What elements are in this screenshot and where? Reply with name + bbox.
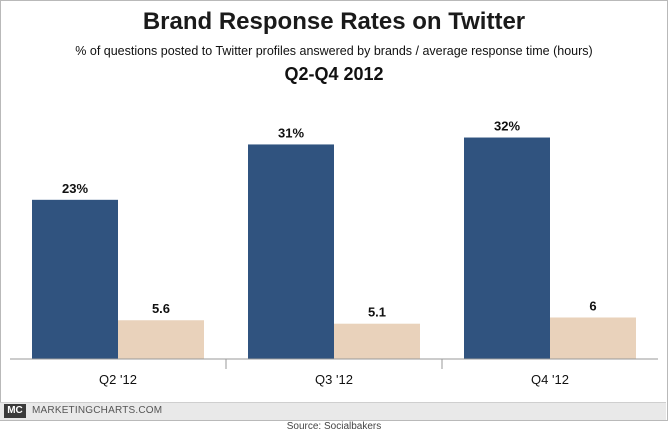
x-tick-label: Q4 '12 [531, 372, 569, 387]
chart-subtitle: % of questions posted to Twitter profile… [75, 44, 593, 58]
bar-chart: 23% 5.6 Q2 '12 31% 5.1 Q3 '12 32% 6 Q4 '12 [10, 119, 658, 387]
bar [118, 320, 204, 359]
bar [550, 317, 636, 359]
data-label: 31% [278, 125, 304, 140]
bar [334, 323, 420, 359]
data-label: 5.6 [152, 301, 170, 316]
bar [464, 137, 550, 359]
footer-bar: MC MARKETINGCHARTS.COM [0, 402, 666, 420]
bar [32, 199, 118, 359]
marketingcharts-logo: MC [4, 404, 26, 418]
source-note: Source: Socialbakers [286, 421, 382, 432]
data-label: 32% [494, 119, 520, 134]
data-label: 5.1 [368, 305, 386, 320]
data-label: 6 [589, 298, 596, 313]
site-name: MARKETINGCHARTS.COM [32, 405, 163, 416]
chart-title: Brand Response Rates on Twitter [142, 8, 526, 35]
x-tick-label: Q2 '12 [99, 372, 137, 387]
x-tick-label: Q3 '12 [315, 372, 353, 387]
chart-period: Q2-Q4 2012 [284, 64, 384, 84]
data-label: 23% [62, 181, 88, 196]
bar [248, 144, 334, 359]
